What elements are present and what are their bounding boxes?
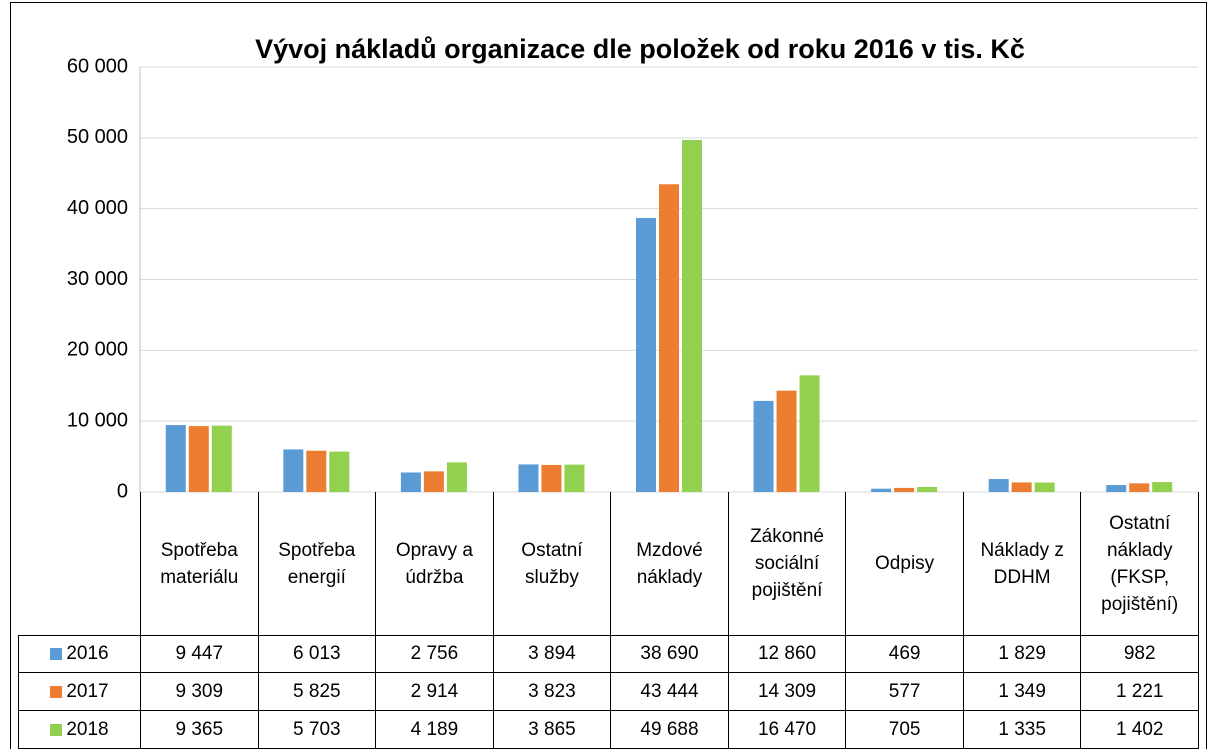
chart-border <box>10 2 1207 749</box>
legend-entry: 2018 <box>18 711 141 749</box>
bar <box>659 184 679 492</box>
bar <box>871 488 892 492</box>
bar <box>165 425 186 492</box>
data-table-value: 1 829 <box>962 635 1082 673</box>
bar <box>682 140 702 492</box>
bar <box>541 464 562 492</box>
legend-swatch <box>50 723 63 736</box>
category-label: Náklady z DDHM <box>962 492 1082 635</box>
y-tick-label: 10 000 <box>67 409 128 431</box>
data-table-value: 9 447 <box>140 635 259 673</box>
data-table-value: 5 825 <box>257 673 377 711</box>
data-table-value: 6 013 <box>257 635 377 673</box>
bar <box>776 390 797 492</box>
bar <box>283 449 304 492</box>
bar <box>518 464 539 492</box>
data-table-value: 43 444 <box>610 673 729 711</box>
data-table-value: 982 <box>1080 635 1199 673</box>
data-table-value: 38 690 <box>610 635 729 673</box>
data-table-value: 16 470 <box>727 711 847 749</box>
bar <box>564 464 585 492</box>
bar <box>329 451 350 492</box>
bar <box>894 487 915 492</box>
data-table-value: 9 365 <box>140 711 259 749</box>
bar <box>799 375 820 492</box>
category-label: Odpisy <box>845 492 964 635</box>
data-table-value: 1 221 <box>1080 673 1199 711</box>
category-label: Opravy a údržba <box>375 492 494 635</box>
y-tick-label: 60 000 <box>67 55 128 77</box>
bar <box>753 400 774 492</box>
data-table-value: 2 914 <box>375 673 494 711</box>
category-label: Mzdové náklady <box>610 492 729 635</box>
y-tick-label: 30 000 <box>67 268 128 290</box>
data-table-value: 9 309 <box>140 673 259 711</box>
category-label: Ostatní náklady (FKSP, pojištění) <box>1080 492 1199 635</box>
bar <box>400 472 421 492</box>
data-table-value: 3 865 <box>492 711 612 749</box>
data-table-value: 1 335 <box>962 711 1082 749</box>
legend-entry: 2017 <box>18 673 141 711</box>
y-tick-label: 40 000 <box>67 197 128 219</box>
category-label: Ostatní služby <box>492 492 612 635</box>
y-tick-label: 50 000 <box>67 126 128 148</box>
data-table-value: 12 860 <box>727 635 847 673</box>
data-table-value: 3 823 <box>492 673 612 711</box>
category-label: Spotřeba materiálu <box>140 492 259 635</box>
data-table-value: 2 756 <box>375 635 494 673</box>
data-table-value: 705 <box>845 711 964 749</box>
data-table-value: 469 <box>845 635 964 673</box>
data-table-value: 5 703 <box>257 711 377 749</box>
bar <box>1129 483 1150 492</box>
bar <box>1152 482 1173 492</box>
category-label: Spotřeba energií <box>257 492 377 635</box>
data-table-value: 4 189 <box>375 711 494 749</box>
legend-swatch <box>50 647 63 660</box>
bar <box>988 479 1009 492</box>
bar <box>636 217 656 492</box>
bar <box>423 471 444 492</box>
bar <box>1011 482 1032 492</box>
category-label: Zákonné sociální pojištění <box>727 492 847 635</box>
data-table-value: 14 309 <box>727 673 847 711</box>
legend-entry: 2016 <box>18 635 141 673</box>
legend-swatch <box>50 685 63 698</box>
bar <box>1106 485 1127 492</box>
legend-label: 2018 <box>66 719 109 740</box>
bar <box>306 450 327 492</box>
chart-title: Vývoj nákladů organizace dle položek od … <box>255 34 1025 64</box>
data-table-value: 1 402 <box>1080 711 1199 749</box>
y-tick-label: 20 000 <box>67 339 128 361</box>
legend-label: 2017 <box>66 681 109 702</box>
legend-label: 2016 <box>66 643 109 664</box>
data-table-value: 3 894 <box>492 635 612 673</box>
data-table-value: 49 688 <box>610 711 729 749</box>
bar <box>446 462 467 492</box>
bar <box>188 426 209 492</box>
data-table-value: 1 349 <box>962 673 1082 711</box>
bar <box>917 487 938 492</box>
data-table-value: 577 <box>845 673 964 711</box>
bar <box>211 425 232 492</box>
bar <box>1034 482 1055 492</box>
y-tick-label: 0 <box>117 480 128 502</box>
